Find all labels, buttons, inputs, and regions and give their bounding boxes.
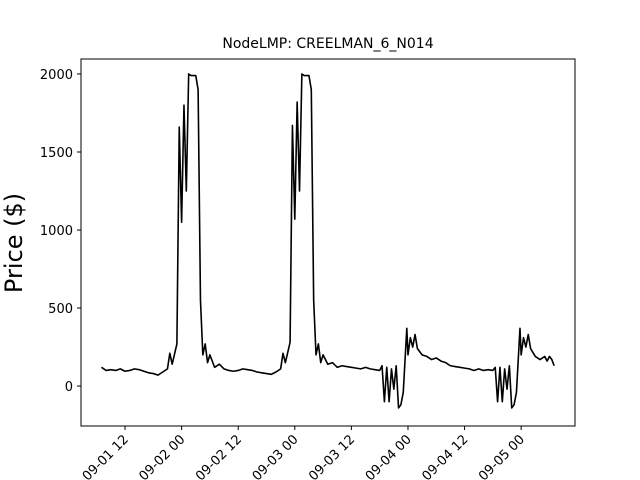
plot-frame [80,58,576,427]
price-line [100,73,555,409]
y-tick-label: 1000 [40,224,73,239]
y-tick-label: 0 [65,380,73,395]
y-axis-label: Price ($) [0,193,28,293]
y-tick-label: 500 [48,302,73,317]
x-tick-label: 09-04 00 [363,432,415,480]
x-tick-label: 09-04 12 [419,432,471,480]
x-tick-label: 09-03 12 [306,432,358,480]
y-tick-label: 1500 [40,146,73,161]
chart-title: NodeLMP: CREELMAN_6_N014 [222,36,433,52]
x-tick-label: 09-03 00 [250,432,302,480]
x-tick-label: 09-01 12 [80,432,132,480]
x-tick-label: 09-05 00 [476,432,528,480]
x-tick-label: 09-02 00 [136,432,188,480]
y-tick-label: 2000 [40,68,73,83]
x-tick-label: 09-02 12 [193,432,245,480]
